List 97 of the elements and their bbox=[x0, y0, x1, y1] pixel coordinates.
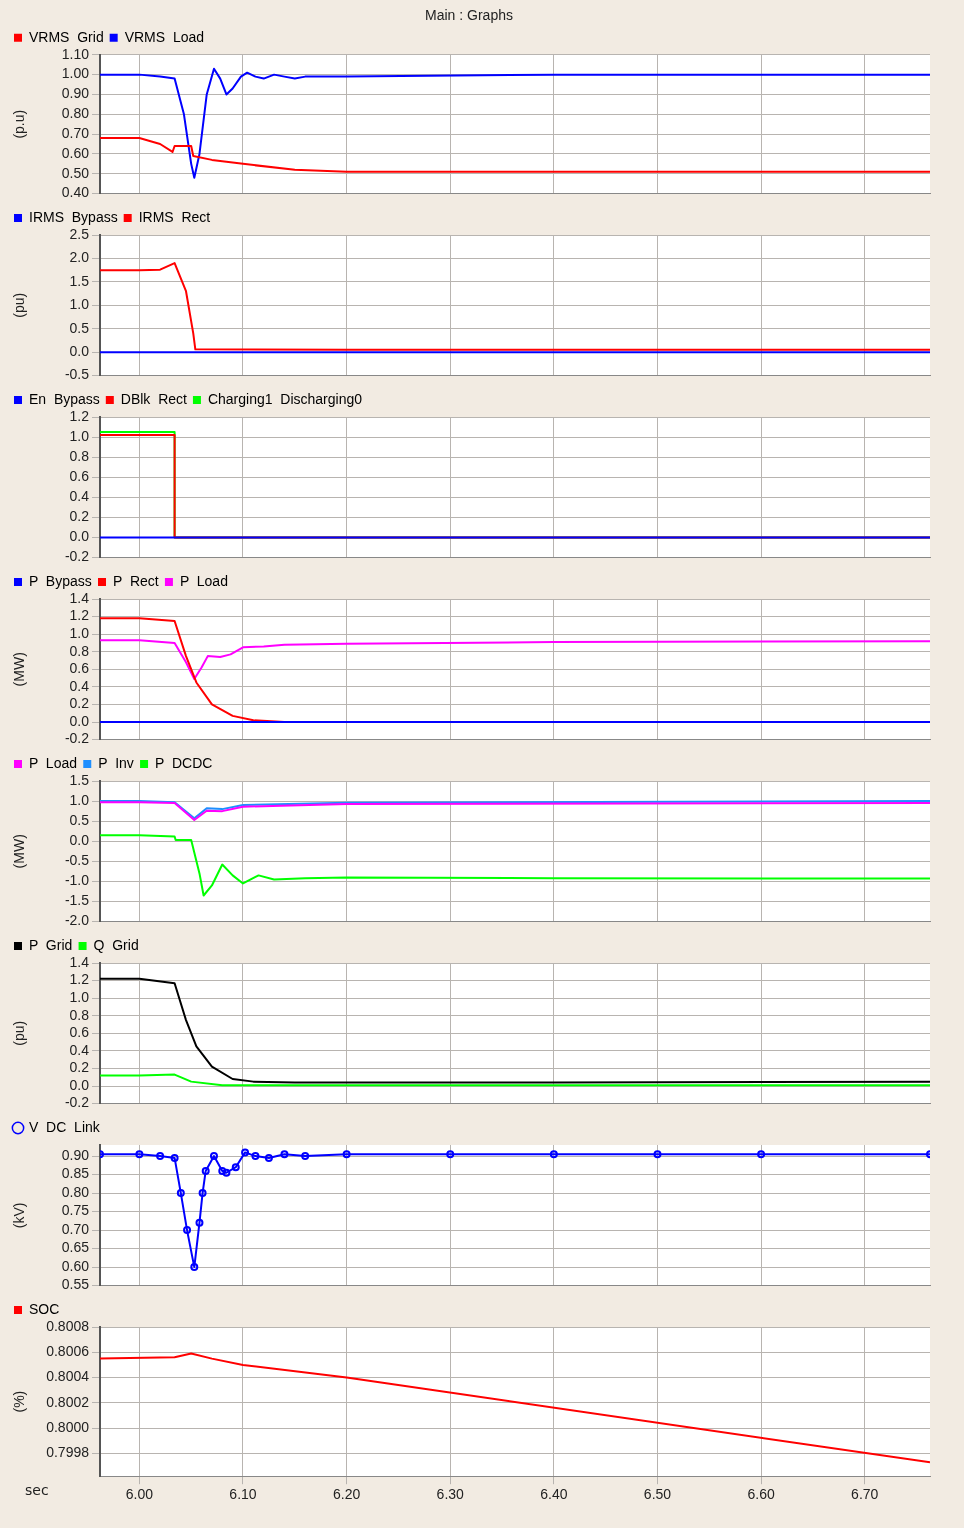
y-tick-label: 1.0 bbox=[69, 427, 90, 444]
y-tick-label: 0.8 bbox=[69, 448, 90, 465]
y-tick-label: 0.4 bbox=[69, 488, 90, 505]
legend-label: SOC bbox=[29, 1300, 60, 1317]
y-tick-label: 0.2 bbox=[69, 695, 90, 712]
y-axis-title: (pu) bbox=[11, 1020, 28, 1046]
legend-label: En Bypass bbox=[29, 390, 100, 407]
y-tick-label: 1.2 bbox=[69, 607, 90, 624]
legend-label: P Rect bbox=[113, 572, 159, 589]
x-tick-label: 6.10 bbox=[229, 1486, 257, 1503]
y-tick-label: 0.8004 bbox=[46, 1368, 90, 1385]
y-tick-label: 1.0 bbox=[69, 989, 90, 1006]
y-tick-label: 1.0 bbox=[69, 296, 90, 313]
y-tick-label: 0.5 bbox=[69, 812, 90, 829]
y-tick-label: 1.5 bbox=[69, 272, 90, 289]
y-tick-label: 1.10 bbox=[61, 45, 90, 62]
y-tick-label: 0.7998 bbox=[46, 1444, 90, 1461]
y-tick-label: 0.4 bbox=[69, 1041, 90, 1058]
legend-label: VRMS Grid bbox=[29, 28, 104, 45]
y-tick-label: 2.0 bbox=[69, 249, 90, 266]
y-axis-title: (p.u) bbox=[11, 109, 28, 139]
x-tick-label: 6.70 bbox=[851, 1486, 879, 1503]
y-tick-label: -0.5 bbox=[64, 366, 90, 383]
y-tick-label: 0.0 bbox=[69, 712, 90, 729]
legend-label: P DCDC bbox=[155, 754, 213, 771]
y-tick-label: 0.6 bbox=[69, 660, 90, 677]
legend-label: DBlk Rect bbox=[120, 390, 188, 407]
y-tick-label: -0.2 bbox=[64, 548, 90, 565]
x-tick-label: 6.30 bbox=[436, 1486, 465, 1503]
x-tick-label: 6.50 bbox=[643, 1486, 672, 1503]
y-tick-label: -0.2 bbox=[64, 1094, 90, 1111]
x-tick-label: 6.20 bbox=[332, 1486, 361, 1503]
y-tick-label: 0.80 bbox=[61, 1183, 90, 1200]
y-tick-label: 0.8002 bbox=[46, 1393, 90, 1410]
y-tick-label: 0.70 bbox=[61, 124, 90, 141]
y-tick-label: -2.0 bbox=[64, 912, 90, 929]
y-axis-title: (MW) bbox=[11, 652, 28, 687]
y-tick-label: -1.5 bbox=[64, 892, 90, 909]
y-tick-label: -1.0 bbox=[64, 872, 90, 889]
legend-label: P Bypass bbox=[29, 572, 92, 589]
y-tick-label: 1.0 bbox=[69, 791, 90, 808]
y-tick-label: 0.8 bbox=[69, 642, 90, 659]
y-tick-label: 0.70 bbox=[61, 1220, 90, 1237]
y-tick-label: 0.0 bbox=[69, 832, 90, 849]
y-tick-label: 0.90 bbox=[61, 1146, 90, 1163]
y-tick-label: 0.8008 bbox=[46, 1317, 90, 1334]
y-tick-label: 1.00 bbox=[61, 65, 90, 82]
y-tick-label: 0.75 bbox=[61, 1202, 90, 1219]
y-tick-label: 0.50 bbox=[61, 164, 90, 181]
y-tick-label: 0.0 bbox=[69, 528, 90, 545]
legend-label: Charging1 Discharging0 bbox=[207, 390, 363, 407]
x-axis-title: sec bbox=[25, 1481, 49, 1498]
y-tick-label: 0.40 bbox=[61, 184, 90, 201]
y-tick-label: 0.55 bbox=[61, 1276, 90, 1293]
legend-label: IRMS Rect bbox=[138, 208, 211, 225]
legend-label: VRMS Load bbox=[124, 28, 205, 45]
y-tick-label: 1.4 bbox=[69, 953, 90, 970]
y-tick-label: 0.4 bbox=[69, 677, 90, 694]
legend-label: P Load bbox=[29, 754, 78, 771]
y-tick-label: -0.5 bbox=[64, 852, 90, 869]
y-tick-label: 2.5 bbox=[69, 225, 90, 242]
y-tick-label: 1.2 bbox=[69, 407, 90, 424]
y-axis-title: (%) bbox=[11, 1390, 28, 1413]
y-tick-label: 0.60 bbox=[61, 144, 90, 161]
legend-label: P Load bbox=[179, 572, 228, 589]
legend-label: Q Grid bbox=[93, 936, 139, 953]
y-tick-label: 1.0 bbox=[69, 625, 90, 642]
y-tick-label: 0.0 bbox=[69, 1076, 90, 1093]
y-tick-label: 0.2 bbox=[69, 1059, 90, 1076]
y-tick-label: 0.8 bbox=[69, 1006, 90, 1023]
y-tick-label: 0.5 bbox=[69, 319, 90, 336]
y-tick-label: 0.8000 bbox=[46, 1419, 90, 1436]
y-tick-label: 0.85 bbox=[61, 1165, 90, 1182]
y-tick-label: 0.65 bbox=[61, 1239, 90, 1256]
y-tick-label: 1.2 bbox=[69, 971, 90, 988]
y-tick-label: 0.2 bbox=[69, 508, 90, 525]
y-tick-label: 0.80 bbox=[61, 105, 90, 122]
y-tick-label: 0.6 bbox=[69, 1024, 90, 1041]
y-tick-label: -0.2 bbox=[64, 730, 90, 747]
y-axis-title: (pu) bbox=[11, 292, 28, 318]
y-axis-title: (MW) bbox=[11, 834, 28, 869]
y-tick-label: 0.6 bbox=[69, 468, 90, 485]
x-tick-label: 6.60 bbox=[747, 1486, 775, 1503]
y-tick-label: 0.60 bbox=[61, 1257, 90, 1274]
y-tick-label: 1.5 bbox=[69, 771, 90, 788]
y-tick-label: 1.4 bbox=[69, 589, 90, 606]
y-axis-title: (kV) bbox=[11, 1202, 28, 1229]
x-tick-label: 6.00 bbox=[125, 1486, 154, 1503]
legend-label: P Inv bbox=[98, 754, 134, 771]
chart-title: Main : Graphs bbox=[425, 7, 513, 24]
y-tick-label: 0.0 bbox=[69, 343, 90, 360]
x-tick-label: 6.40 bbox=[540, 1486, 568, 1503]
legend-label: IRMS Bypass bbox=[29, 208, 118, 225]
legend-label: V DC Link bbox=[29, 1118, 101, 1135]
y-tick-label: 0.90 bbox=[61, 85, 90, 102]
y-tick-label: 0.8006 bbox=[46, 1343, 90, 1360]
legend-label: P Grid bbox=[29, 936, 73, 953]
